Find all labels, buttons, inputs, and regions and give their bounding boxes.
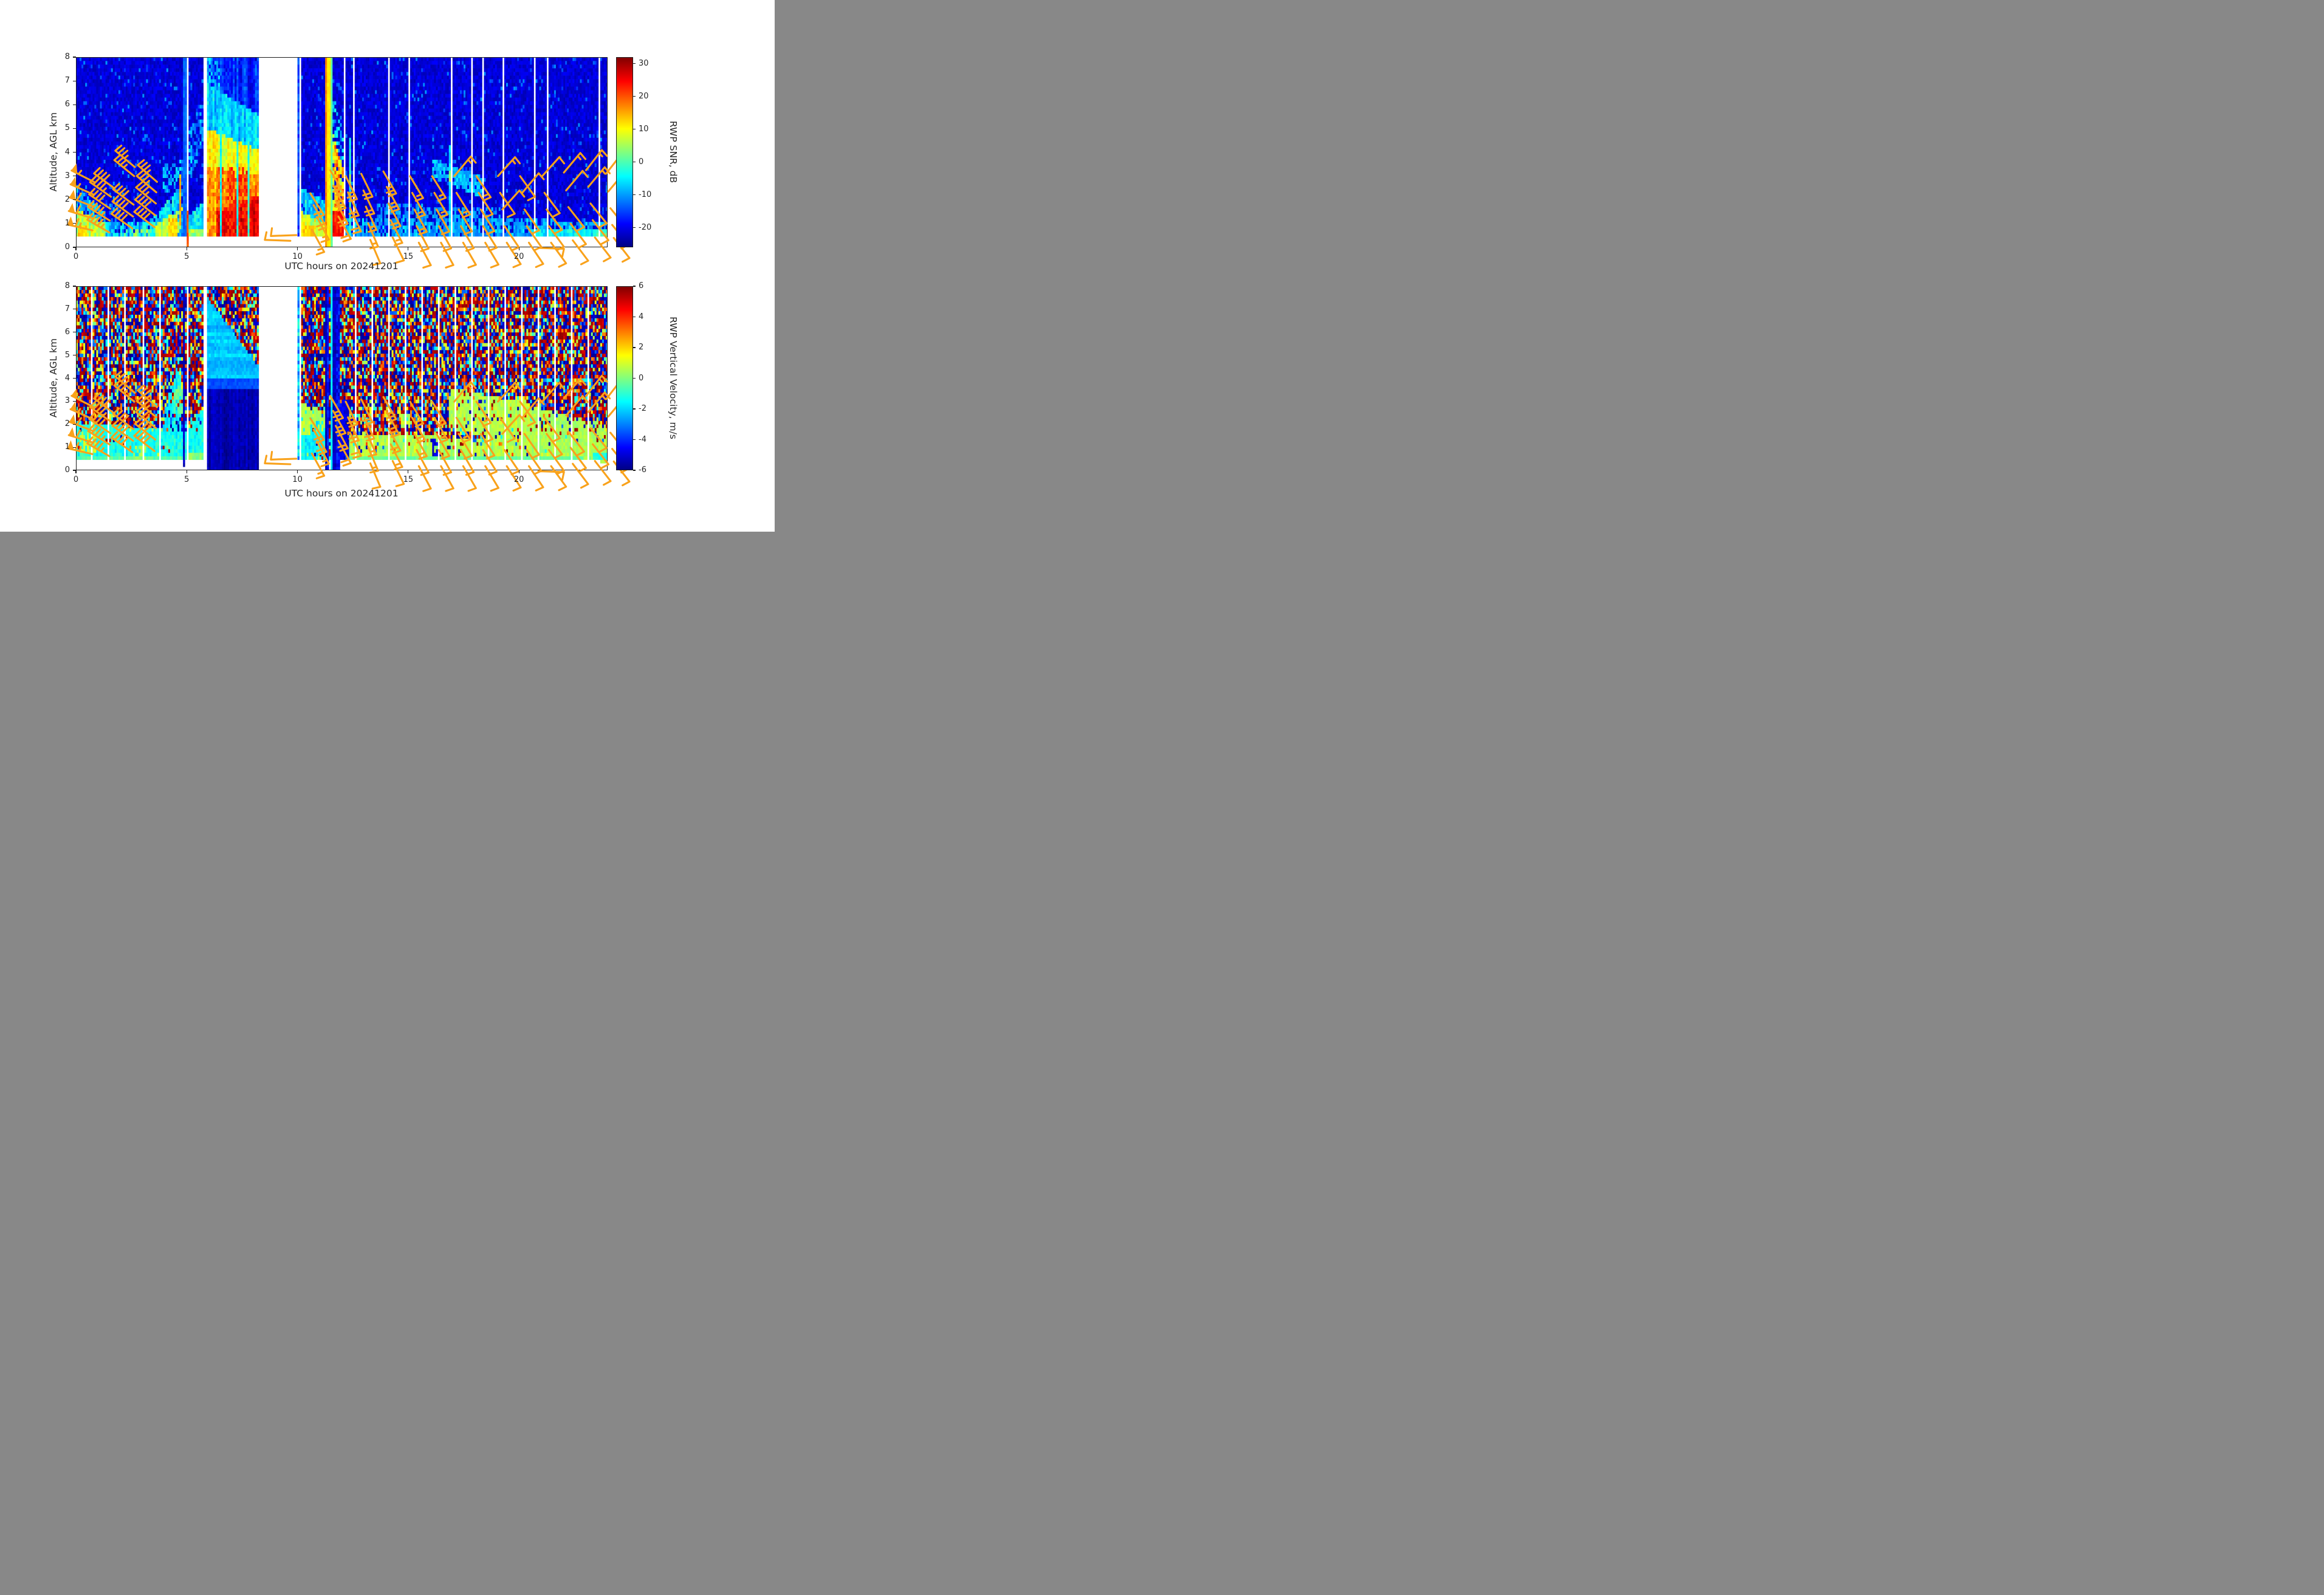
snr-heatmap-panel bbox=[66, 57, 631, 269]
y-tick-label: 4 bbox=[64, 147, 70, 157]
colorbar-tick-mark bbox=[633, 96, 636, 97]
y-tick-mark bbox=[73, 377, 76, 379]
colorbar-tick-label: 2 bbox=[639, 343, 644, 352]
figure-root: UTC hours on 20241201 UTC hours on 20241… bbox=[0, 0, 775, 532]
colorbar-tick-label: 4 bbox=[639, 312, 644, 321]
x-tick-mark bbox=[75, 470, 77, 473]
y-tick-label: 6 bbox=[64, 327, 70, 337]
x-tick-label: 5 bbox=[184, 475, 190, 484]
x-tick-mark bbox=[296, 247, 298, 250]
colorbar-tick-label: 20 bbox=[639, 91, 649, 101]
y-tick-mark bbox=[73, 400, 76, 402]
y-tick-label: 2 bbox=[64, 194, 70, 204]
x-axis-label-bottom: UTC hours on 20241201 bbox=[284, 488, 399, 499]
y-tick-label: 8 bbox=[64, 52, 70, 61]
y-tick-mark bbox=[73, 151, 76, 153]
x-tick-label: 15 bbox=[403, 475, 414, 484]
colorbar-tick-label: 0 bbox=[639, 157, 644, 166]
snr-heatmap-canvas bbox=[76, 57, 608, 247]
y-tick-label: 1 bbox=[64, 218, 70, 228]
colorbar-tick-label: -10 bbox=[639, 190, 652, 199]
y-tick-label: 4 bbox=[64, 373, 70, 383]
y-tick-label: 8 bbox=[64, 281, 70, 290]
x-tick-label: 5 bbox=[184, 252, 190, 261]
y-tick-mark bbox=[73, 128, 76, 129]
y-tick-label: 5 bbox=[64, 123, 70, 133]
colorbar-tick-label: -20 bbox=[639, 222, 652, 232]
colorbar-tick-mark bbox=[633, 194, 636, 196]
x-tick-mark bbox=[75, 247, 77, 250]
y-tick-label: 5 bbox=[64, 350, 70, 360]
velocity-colorbar bbox=[616, 286, 633, 470]
y-tick-label: 0 bbox=[64, 465, 70, 475]
velocity-colorbar-gradient bbox=[616, 286, 633, 470]
y-tick-mark bbox=[73, 424, 76, 425]
y-tick-label: 2 bbox=[64, 419, 70, 429]
velocity-colorbar-label: RWP Vertical Velocity, m/s bbox=[668, 317, 679, 439]
x-tick-label: 15 bbox=[403, 252, 414, 261]
colorbar-tick-mark bbox=[633, 63, 636, 64]
y-tick-label: 1 bbox=[64, 442, 70, 452]
y-tick-label: 7 bbox=[64, 76, 70, 86]
colorbar-tick-label: 30 bbox=[639, 58, 649, 68]
colorbar-tick-label: 0 bbox=[639, 373, 644, 383]
y-tick-label: 7 bbox=[64, 304, 70, 314]
y-tick-label: 6 bbox=[64, 100, 70, 109]
velocity-heatmap-panel bbox=[66, 286, 631, 492]
colorbar-tick-label: -2 bbox=[639, 404, 646, 413]
snr-colorbar-gradient bbox=[616, 57, 633, 247]
y-tick-label: 3 bbox=[64, 171, 70, 180]
y-tick-label: 0 bbox=[64, 242, 70, 252]
colorbar-tick-label: 10 bbox=[639, 124, 649, 134]
colorbar-tick-mark bbox=[633, 408, 636, 410]
y-tick-mark bbox=[73, 223, 76, 224]
colorbar-tick-label: -6 bbox=[639, 465, 646, 475]
y-tick-label: 3 bbox=[64, 396, 70, 406]
x-tick-label: 10 bbox=[292, 475, 303, 484]
x-tick-label: 20 bbox=[513, 475, 524, 484]
x-tick-label: 20 bbox=[513, 252, 524, 261]
x-axis-label-top: UTC hours on 20241201 bbox=[284, 261, 399, 272]
colorbar-tick-label: 6 bbox=[639, 281, 644, 290]
x-tick-mark bbox=[296, 470, 298, 473]
colorbar-tick-label: -4 bbox=[639, 434, 646, 444]
snr-colorbar bbox=[616, 57, 633, 247]
colorbar-tick-mark bbox=[633, 377, 636, 379]
colorbar-tick-mark bbox=[633, 227, 636, 228]
velocity-heatmap-canvas bbox=[76, 286, 608, 470]
snr-colorbar-label: RWP SNR, dB bbox=[668, 120, 679, 184]
colorbar-tick-mark bbox=[633, 347, 636, 348]
colorbar-tick-mark bbox=[633, 439, 636, 441]
x-tick-label: 0 bbox=[73, 252, 79, 261]
x-tick-label: 10 bbox=[292, 252, 303, 261]
y-tick-mark bbox=[73, 199, 76, 201]
x-tick-label: 0 bbox=[73, 475, 79, 484]
y-tick-mark bbox=[73, 447, 76, 448]
